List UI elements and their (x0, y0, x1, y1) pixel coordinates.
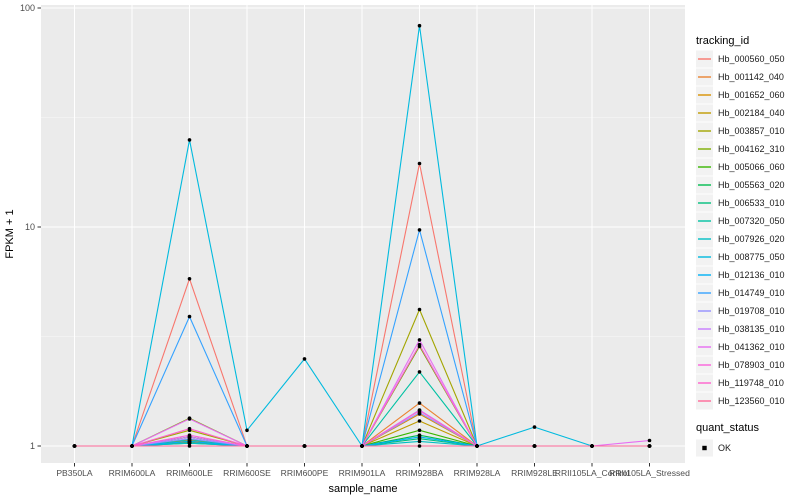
legend-label: Hb_078903_010 (718, 360, 785, 370)
legend-label: Hb_001142_040 (718, 72, 784, 82)
y-tick-label: 100 (20, 3, 35, 13)
data-point (417, 444, 422, 448)
data-point (187, 433, 192, 438)
data-point (590, 444, 594, 448)
legend-label: Hb_012136_010 (718, 270, 785, 280)
x-tick-label: RRIM928LA (454, 468, 501, 478)
data-point (417, 370, 422, 374)
legend-title-tracking-id: tracking_id (696, 35, 749, 47)
data-point (532, 444, 537, 448)
data-point (417, 342, 422, 347)
legend-label: Hb_005563_020 (718, 180, 785, 190)
data-point (245, 428, 249, 433)
data-point (187, 314, 192, 319)
x-tick-label: RRII105LA_Control (555, 468, 630, 478)
legend-label: Hb_003857_010 (718, 126, 785, 136)
data-point (647, 438, 652, 443)
data-point (360, 444, 364, 448)
x-tick-label: RRIM600SE (223, 468, 271, 478)
data-point (417, 401, 422, 405)
data-point (187, 439, 192, 444)
data-point (647, 444, 652, 448)
data-point (417, 161, 422, 166)
legend-label: Hb_123560_010 (718, 396, 785, 406)
data-point (187, 444, 192, 448)
data-point (72, 444, 77, 448)
data-point (187, 426, 192, 431)
data-point (417, 419, 422, 423)
data-point (302, 357, 307, 361)
legend-label: Hb_002184_040 (718, 108, 785, 118)
x-tick-label: RRIM600LA (109, 468, 156, 478)
legend-label: Hb_119748_010 (718, 378, 784, 388)
legend-label: Hb_005066_060 (718, 162, 785, 172)
data-point (417, 435, 422, 439)
data-point (417, 307, 422, 312)
data-point (417, 408, 422, 413)
data-point (187, 277, 192, 281)
legend-label: OK (718, 443, 731, 453)
x-tick-label: PB350LA (56, 468, 93, 478)
x-tick-label: RRIM901LA (339, 468, 386, 478)
data-point (245, 444, 249, 448)
legend-label: Hb_014749_010 (718, 288, 785, 298)
x-tick-label: RRIM600LE (166, 468, 213, 478)
data-point (417, 228, 422, 232)
data-point (130, 444, 134, 448)
y-axis-title: FPKM + 1 (4, 209, 16, 258)
y-tick-label: 1 (30, 441, 35, 451)
data-point (417, 439, 422, 444)
x-axis-title: sample_name (328, 483, 397, 495)
data-point (417, 338, 422, 342)
data-point (187, 138, 192, 142)
data-point (475, 444, 479, 448)
legend-label: Hb_004162_310 (718, 144, 785, 154)
legend-label: Hb_001652_060 (718, 90, 785, 100)
legend-label: Hb_019708_010 (718, 306, 785, 316)
legend-label: Hb_007320_050 (718, 216, 785, 226)
quant-status-point-icon (702, 445, 707, 451)
y-tick-label: 10 (25, 222, 35, 232)
x-tick-label: RRII105LA_Stressed (609, 468, 690, 478)
legend-label: Hb_006533_010 (718, 198, 785, 208)
data-point (302, 444, 307, 448)
x-tick-label: RRIM928LE (511, 468, 558, 478)
legend-label: Hb_038135_010 (718, 324, 785, 334)
legend-label: Hb_008775_050 (718, 252, 785, 262)
x-tick-label: RRIM600PE (281, 468, 329, 478)
data-point (532, 425, 537, 429)
plot-panel (41, 5, 685, 463)
data-point (417, 428, 422, 433)
data-point (187, 417, 192, 421)
data-point (417, 23, 422, 28)
legend-title-quant-status: quant_status (696, 422, 759, 434)
legend-label: Hb_007926_020 (718, 234, 785, 244)
legend-label: Hb_000560_050 (718, 54, 785, 64)
legend-label: Hb_041362_010 (718, 342, 785, 352)
x-tick-label: RRIM928BA (396, 468, 444, 478)
